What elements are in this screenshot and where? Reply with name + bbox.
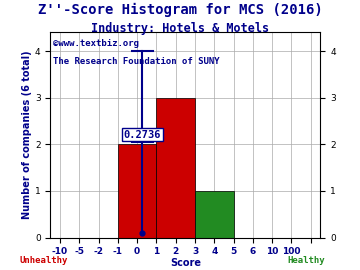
- Bar: [157, 98, 195, 238]
- Text: Unhealthy: Unhealthy: [19, 256, 67, 265]
- Y-axis label: Number of companies (6 total): Number of companies (6 total): [22, 51, 32, 219]
- Text: Industry: Hotels & Motels: Industry: Hotels & Motels: [91, 22, 269, 35]
- Bar: [195, 191, 234, 238]
- Text: Healthy: Healthy: [287, 256, 325, 265]
- Text: ©www.textbiz.org: ©www.textbiz.org: [53, 39, 139, 48]
- Bar: [118, 144, 157, 238]
- Text: Z''-Score Histogram for MCS (2016): Z''-Score Histogram for MCS (2016): [38, 3, 322, 17]
- Text: 0.2736: 0.2736: [124, 130, 161, 140]
- X-axis label: Score: Score: [170, 258, 201, 268]
- Text: The Research Foundation of SUNY: The Research Foundation of SUNY: [53, 57, 220, 66]
